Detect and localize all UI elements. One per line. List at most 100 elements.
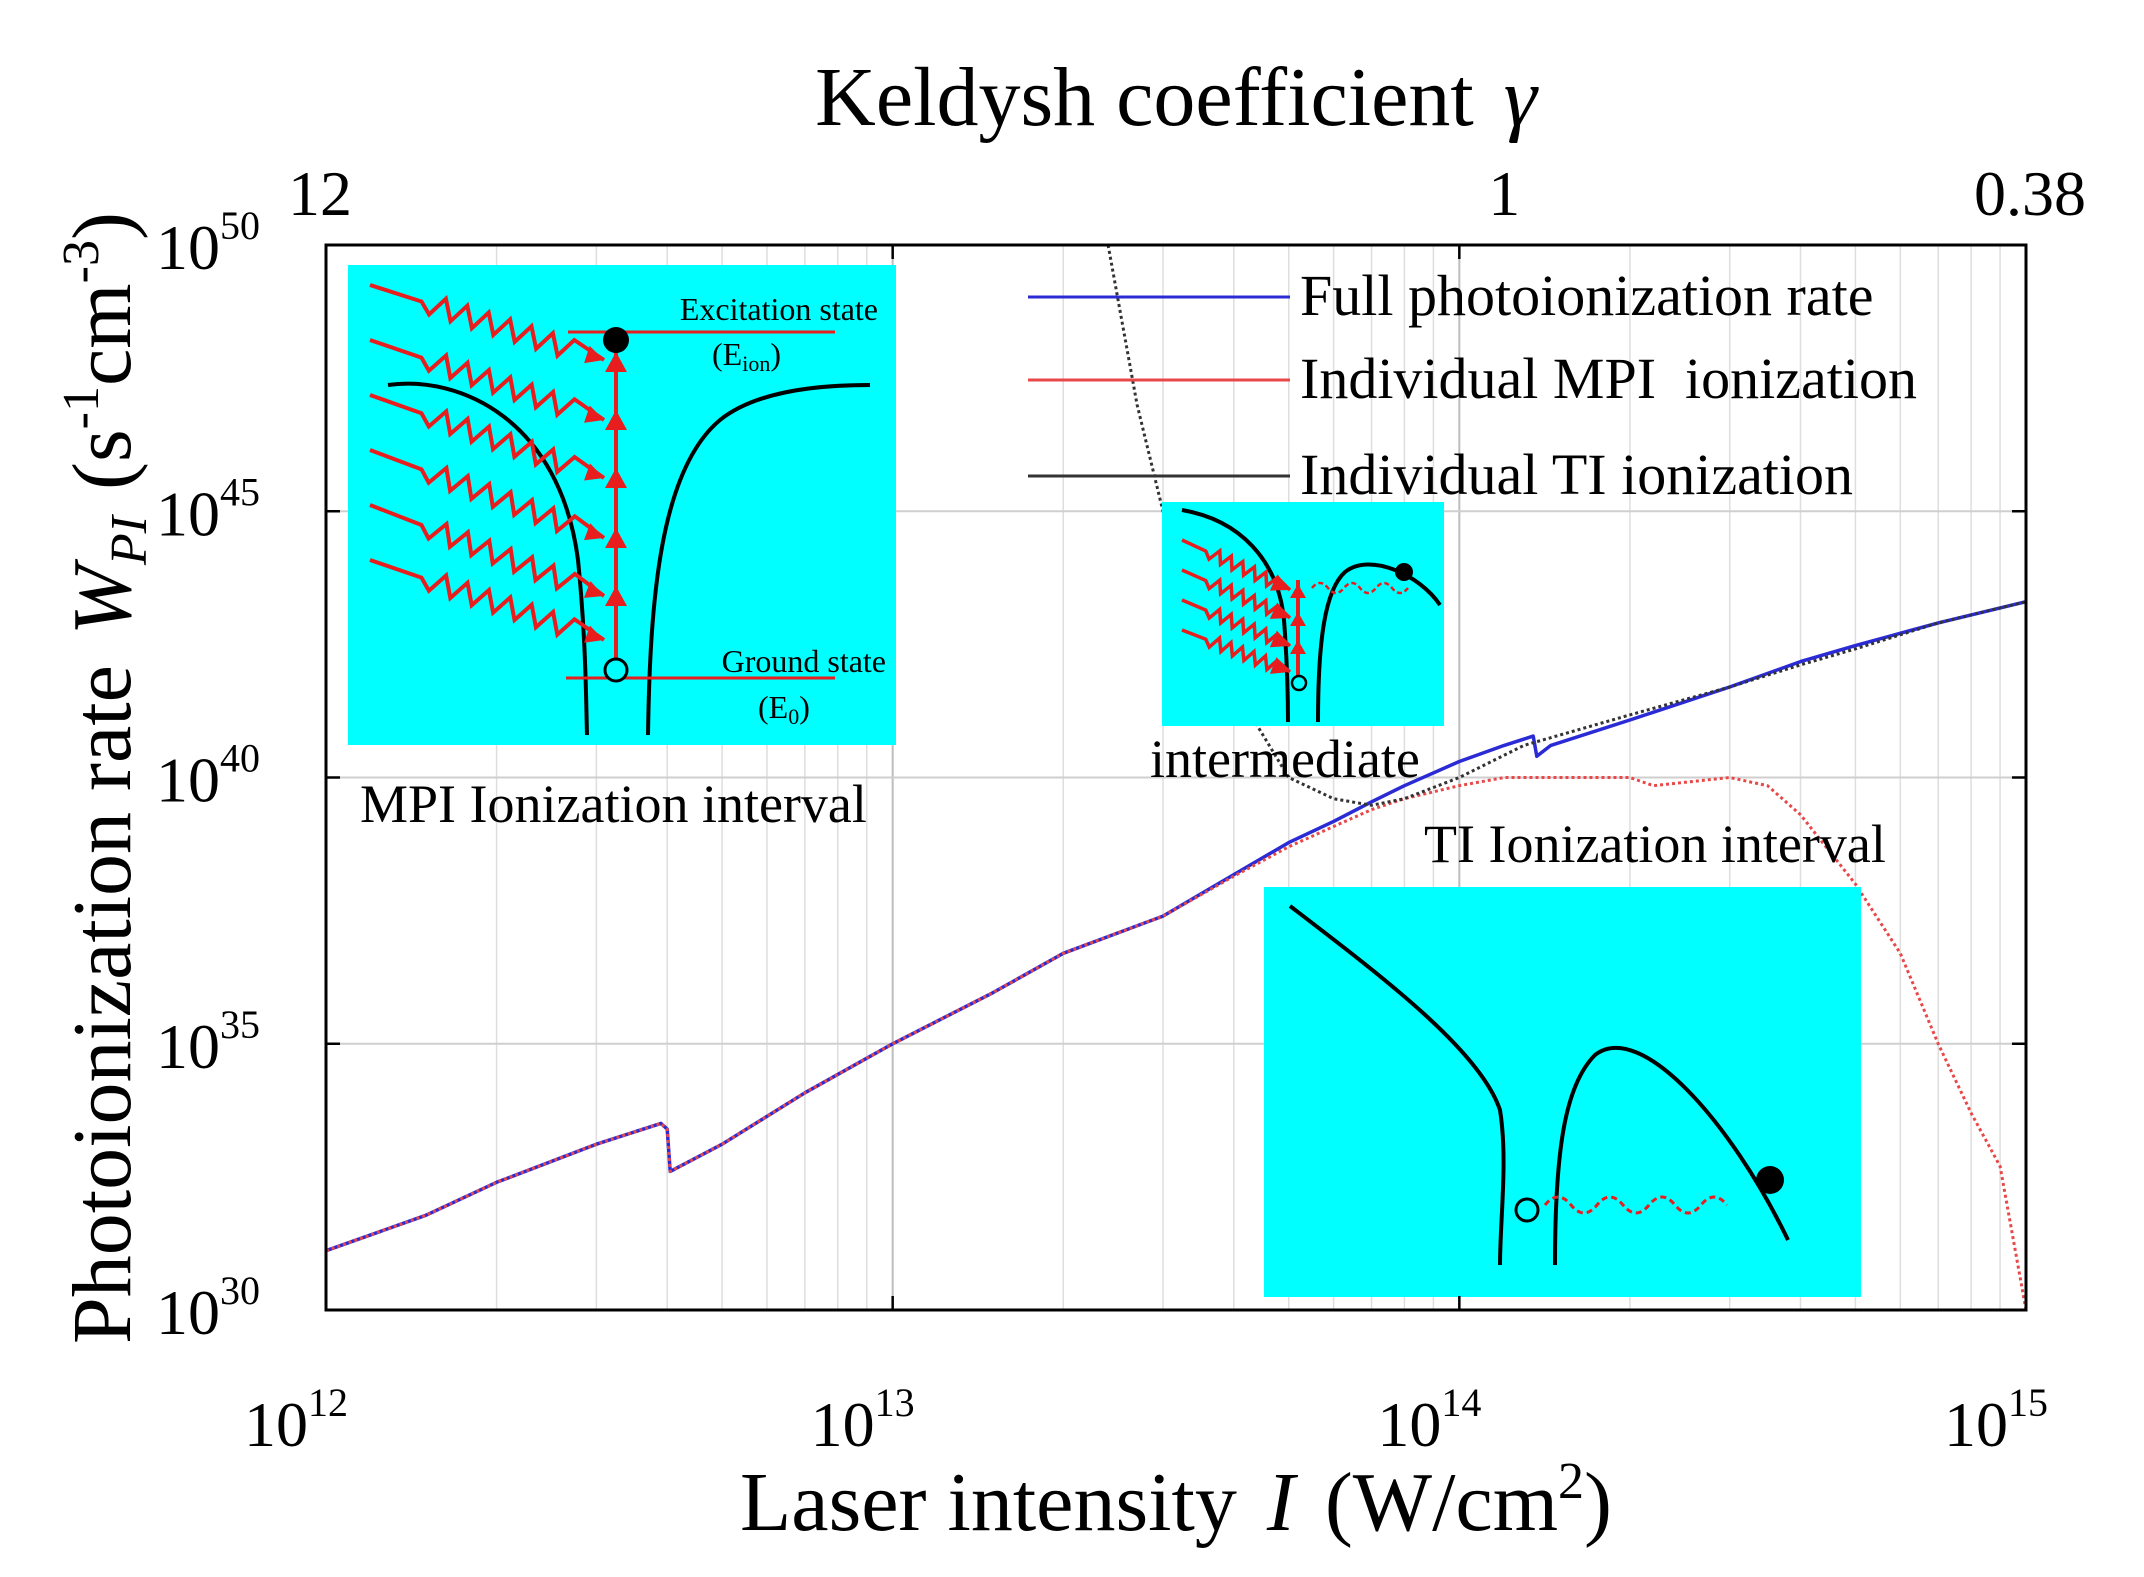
y-tick-base: 10 (156, 478, 220, 549)
y-tick-label: 1045 (156, 469, 260, 549)
mpi-interval-label: MPI Ionization interval (360, 774, 867, 834)
series-line-1 (325, 776, 2028, 1311)
photon-icon (369, 393, 606, 480)
excitation-state-label: Excitation state (680, 291, 878, 327)
intermediate-label: intermediate (1150, 729, 1420, 789)
top-tick-label: 12 (288, 158, 352, 229)
excitation-arrowhead-icon (605, 468, 627, 488)
x-tick-base: 10 (1944, 1389, 2008, 1460)
legend: Full photoionization rate Individual MPI… (1028, 263, 1917, 507)
y-tick-base: 10 (156, 1277, 220, 1348)
e-ion-label: (Eion) (712, 336, 781, 376)
x-tick-label: 1013 (811, 1380, 915, 1460)
photon-icon-head (584, 463, 604, 481)
excited-electron-icon (603, 327, 629, 353)
x-tick-exp: 15 (2008, 1380, 2048, 1425)
ti-electron-icon (1756, 1166, 1784, 1194)
ground-hole-icon (603, 657, 629, 683)
excitation-arrowhead-icon (605, 410, 627, 430)
photon-icon (1181, 538, 1292, 592)
top-axis-ticks: 12 1 0.38 (288, 158, 2086, 229)
ti-hole-icon (1514, 1197, 1540, 1223)
x-tick-label: 1014 (1377, 1380, 1481, 1460)
intermediate-arrowheads (1290, 584, 1306, 654)
excitation-arrowhead-icon (1290, 584, 1306, 598)
e0-label: (E0) (758, 689, 810, 729)
legend-label-ti: Individual TI ionization (1300, 442, 1853, 507)
intermediate-inset (1162, 502, 1444, 726)
ti-inset-background (1264, 887, 1861, 1297)
top-tick-label: 1 (1488, 158, 1520, 229)
mpi-potential-right (646, 383, 871, 736)
mpi-inset: Excitation state (Eion) Ground state (E0… (348, 265, 896, 745)
y-axis-title: Photoionization rateWPI(s-1cm-3) (53, 212, 158, 1344)
ti-inset (1264, 887, 1861, 1297)
excitation-arrowhead-icon (1290, 612, 1306, 626)
y-tick-exp: 50 (220, 203, 260, 248)
x-tick-label: 1015 (1944, 1380, 2048, 1460)
excitation-arrowhead-icon (1290, 640, 1306, 654)
y-tick-label: 1035 (156, 1002, 260, 1082)
intermediate-hole-icon (1290, 674, 1308, 692)
ti-tunnel-wave (1543, 1195, 1729, 1215)
ti-potential-right (1553, 1046, 1790, 1266)
mpi-potential-left (387, 381, 589, 736)
y-tick-label: 1030 (156, 1268, 260, 1348)
y-tick-exp: 45 (220, 469, 260, 514)
series-layer (325, 244, 2028, 1311)
photon-icon-head (584, 345, 604, 364)
y-tick-exp: 30 (220, 1268, 260, 1313)
excitation-arrowhead-icon (605, 586, 627, 606)
y-tick-exp: 40 (220, 736, 260, 781)
photon-icon (369, 558, 606, 642)
x-tick-base: 10 (811, 1389, 875, 1460)
x-tick-exp: 14 (1441, 1380, 1481, 1425)
ti-potential-left (1288, 904, 1506, 1266)
x-axis-title: Laser intensity I (W/cm2) (740, 1453, 1612, 1549)
top-axis-title: Keldysh coefficient γ (815, 51, 1539, 144)
y-tick-base: 10 (156, 212, 220, 283)
intermediate-photons (1181, 538, 1292, 674)
photon-icon (369, 338, 606, 422)
photon-icon-head (1269, 574, 1290, 591)
photon-icon (369, 448, 606, 540)
intermediate-potential-right (1316, 562, 1442, 723)
excitation-arrowheads (605, 352, 627, 606)
legend-label-full: Full photoionization rate (1300, 263, 1873, 328)
photon-icon (1181, 568, 1292, 620)
photon-icon-head (584, 625, 604, 643)
ti-interval-label: TI Ionization interval (1424, 814, 1886, 874)
photon-icon-head (583, 523, 604, 541)
photon-icon-head (583, 581, 604, 598)
photon-icon-head (1269, 657, 1290, 674)
intermediate-tunnel-wave (1311, 581, 1409, 595)
x-tick-base: 10 (1377, 1389, 1441, 1460)
excitation-arrowhead-icon (605, 528, 627, 548)
photon-icon-head (1269, 630, 1290, 648)
photon-icon-head (584, 405, 604, 423)
x-tick-exp: 12 (308, 1380, 348, 1425)
top-tick-label: 0.38 (1974, 158, 2086, 229)
x-axis-ticks: 1012 1013 1014 1015 (244, 245, 2048, 1460)
y-tick-base: 10 (156, 1011, 220, 1082)
mpi-photons (369, 283, 606, 643)
x-tick-label: 1012 (244, 1380, 348, 1460)
legend-label-mpi: Individual MPI ionization (1300, 346, 1917, 411)
photon-icon (1181, 628, 1292, 674)
x-tick-base: 10 (244, 1389, 308, 1460)
intermediate-electron-icon (1395, 563, 1413, 581)
photon-icon (369, 283, 606, 362)
ground-state-label: Ground state (722, 643, 886, 679)
intermediate-inset-background (1162, 502, 1444, 726)
y-tick-label: 1050 (156, 203, 260, 283)
x-tick-exp: 13 (875, 1380, 915, 1425)
y-tick-base: 10 (156, 745, 220, 816)
y-tick-label: 1040 (156, 736, 260, 816)
series-line-0 (325, 599, 2027, 1253)
excitation-arrowhead-icon (605, 352, 627, 372)
photon-icon-head (1269, 602, 1290, 619)
y-tick-exp: 35 (220, 1002, 260, 1047)
photon-icon (1181, 598, 1292, 648)
